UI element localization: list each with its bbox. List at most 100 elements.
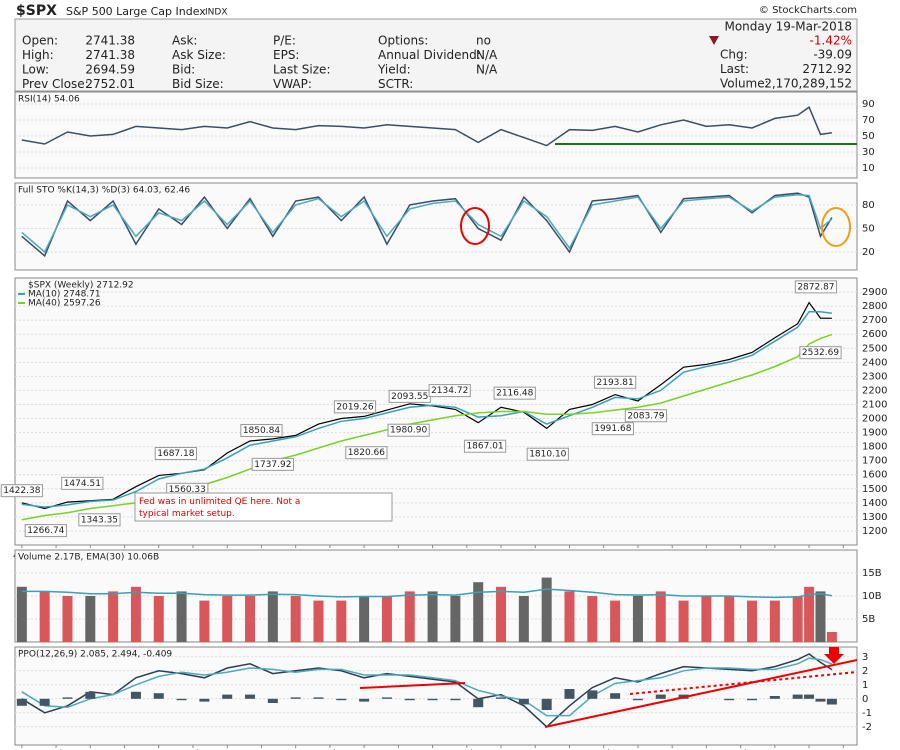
price-label: 2134.72 (431, 386, 468, 396)
price-label: 2532.69 (802, 348, 839, 358)
legend-value: 2748.71 (63, 290, 100, 300)
y-tick-label: 20 (862, 247, 875, 258)
price-label-box (154, 446, 197, 460)
y-tick-label: -1 (862, 708, 872, 719)
bar (130, 691, 141, 699)
bar (518, 596, 529, 642)
bar (518, 698, 529, 705)
y-tick-label: 1900 (862, 428, 887, 439)
price-label: 1810.10 (529, 450, 566, 460)
price-label: 1560.33 (169, 485, 206, 495)
y-tick-label: 1300 (862, 512, 887, 523)
field-label: Last Size: (273, 63, 331, 77)
y-tick-label: 3 (862, 652, 868, 663)
legend-value: 2712.92 (96, 281, 133, 291)
series-line (21, 653, 833, 728)
price-label: 1867.01 (466, 442, 503, 452)
legend-label: MA(40) (28, 299, 60, 309)
series-line (21, 301, 832, 510)
bar (359, 698, 370, 702)
field-label: Bid: (172, 63, 195, 77)
bar (747, 600, 758, 642)
price-label: 1850.84 (243, 426, 280, 436)
y-tick-label: 1600 (862, 470, 887, 481)
price-label-box (591, 422, 634, 436)
field-label: VWAP: (273, 77, 312, 91)
trend-line (359, 682, 466, 689)
y-tick-label: 1800 (862, 442, 887, 453)
field-label: EPS: (273, 48, 299, 62)
price-label: 1422.38 (3, 486, 40, 496)
series-line (21, 194, 833, 254)
field-label: Yield: (377, 63, 411, 77)
trend-line (544, 659, 858, 728)
quote-box (14, 18, 858, 92)
y-tick-label: 2900 (862, 287, 887, 298)
price-label-box (24, 524, 67, 538)
bar (404, 591, 415, 642)
series-line (21, 588, 833, 599)
legend-label: MA(10) (28, 290, 60, 300)
price-label: 2193.81 (597, 378, 634, 388)
y-tick-label: 2100 (862, 399, 887, 410)
bar (245, 596, 256, 642)
bar (336, 600, 347, 642)
bar (610, 600, 621, 642)
highlight-circle (460, 207, 490, 245)
bar (62, 596, 73, 642)
note: Fed was in unlimited QE here. Not a typic… (139, 497, 300, 519)
arrow-marker (824, 647, 844, 664)
quote-value: 2712.92 (802, 62, 852, 76)
price-label: 1737.92 (254, 460, 291, 470)
down-arrow (709, 36, 719, 45)
bar (769, 696, 780, 699)
bar (541, 577, 552, 642)
quote-label: Volume: (720, 77, 769, 91)
index-name: S&P 500 Large Cap Index (66, 5, 206, 18)
price-label-box (345, 446, 388, 460)
panel-title: PPO(12,26,9) 2.085, 2.494, -0.409 (18, 650, 172, 660)
bar (199, 600, 210, 642)
price-label-box (251, 457, 294, 471)
price-label: 2093.55 (391, 392, 428, 402)
y-tick-label: 2 (862, 666, 868, 677)
quote-fields: Monday 19-Mar-2018 -1.42% Open: 2741.38 Hi… (22, 20, 852, 92)
y-tick-label: 2000 (862, 414, 887, 425)
bar (313, 697, 324, 699)
bar (804, 586, 815, 642)
bar (564, 591, 575, 642)
bar (724, 596, 735, 642)
field-label: SCTR: (378, 77, 413, 91)
bar (473, 582, 484, 642)
y-tick-label: 80 (862, 200, 875, 211)
bar (176, 698, 187, 701)
bar (404, 698, 415, 701)
note-box (134, 492, 393, 522)
field-label: Low: (22, 63, 49, 77)
price-label-box (526, 447, 569, 461)
y-tick-label: 2400 (862, 357, 887, 368)
bar (815, 698, 826, 702)
y-tick-label: 90 (862, 99, 875, 110)
bar (678, 600, 689, 642)
y-tick-label: 10B (862, 591, 882, 602)
price-label-box (463, 439, 507, 453)
bar (222, 596, 233, 642)
panel-title: Volume 2.17B, EMA(30) 10.06B (18, 553, 159, 563)
bar (267, 698, 278, 703)
bar (381, 697, 392, 699)
bar (16, 586, 27, 642)
y-tick-label: 10 (862, 163, 875, 174)
bar (39, 698, 50, 706)
bar (826, 698, 837, 705)
field-label: Bid Size: (172, 77, 224, 91)
price-label-box (333, 400, 377, 414)
y-tick-label: 0 (862, 694, 868, 705)
y-tick-label: 50 (862, 223, 875, 234)
quote-label: Chg: (720, 48, 748, 62)
price-label: 1474.51 (64, 479, 101, 489)
bar (587, 596, 598, 642)
price-label: 2872.87 (797, 282, 834, 292)
bar (290, 697, 301, 699)
